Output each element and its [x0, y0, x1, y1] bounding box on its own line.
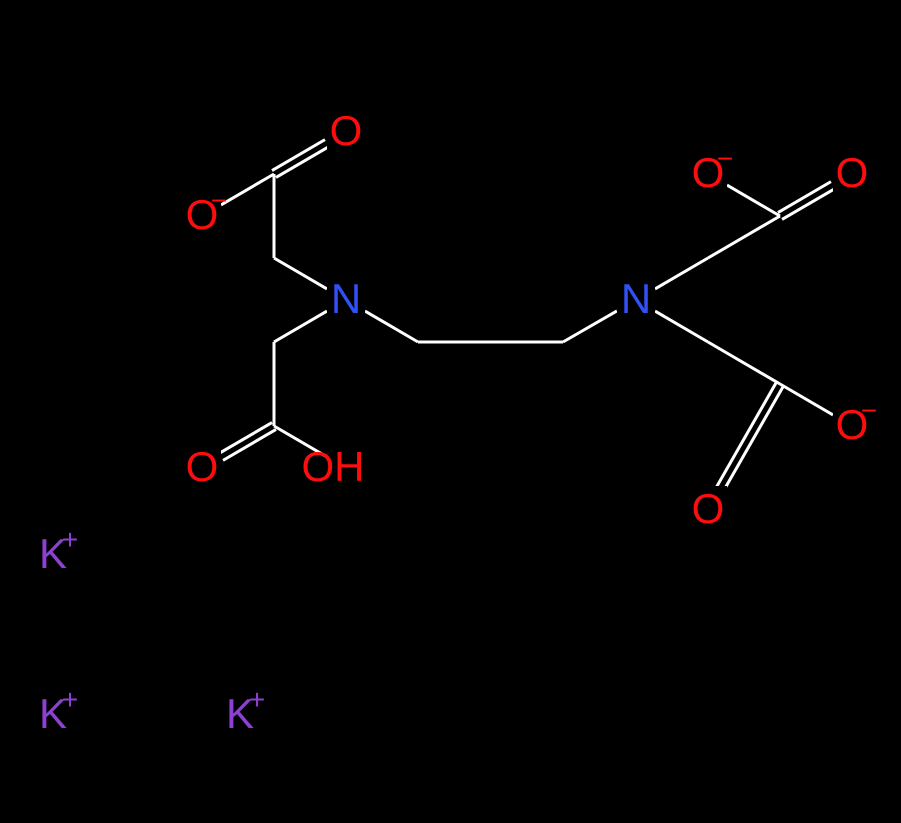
atom-charge: − — [717, 143, 733, 174]
atom-O: O — [186, 443, 219, 490]
atom-charge: − — [211, 185, 227, 216]
atom-charge: + — [62, 524, 78, 555]
atom-O: OH — [301, 443, 364, 490]
diagram-background — [0, 0, 901, 823]
atom-O: O — [330, 107, 363, 154]
atom-charge: + — [249, 684, 265, 715]
molecule-diagram: NNOO−OOHO−OO−OK+K+K+ — [0, 0, 901, 823]
atom-charge: − — [861, 395, 877, 426]
atom-N: N — [331, 275, 361, 322]
atom-O: O — [836, 149, 869, 196]
atom-charge: + — [62, 684, 78, 715]
atom-N: N — [621, 275, 651, 322]
atom-O: O — [692, 485, 725, 532]
